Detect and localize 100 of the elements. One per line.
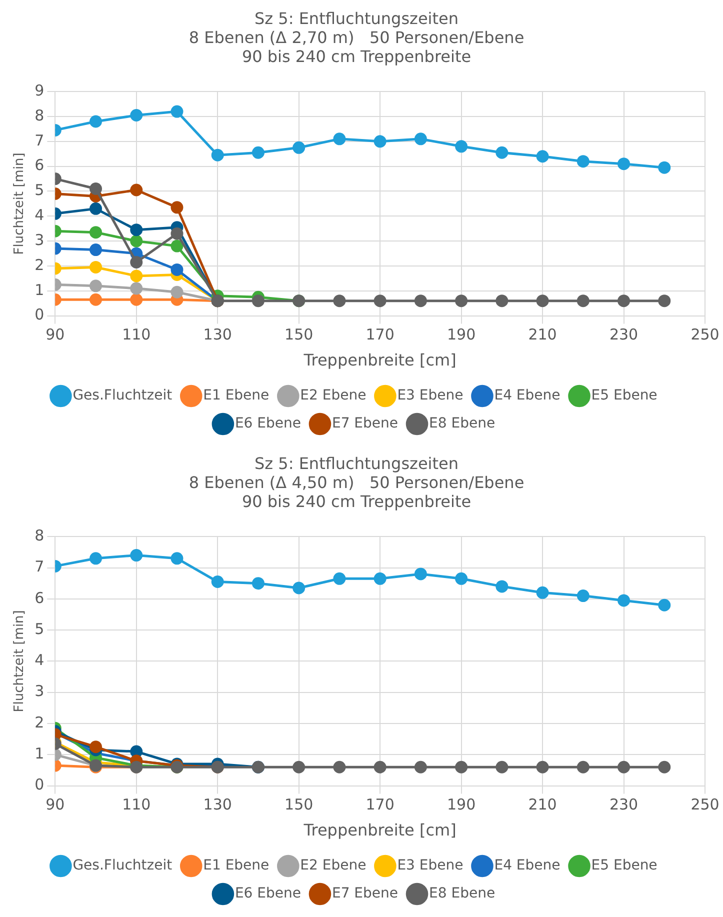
point (130, 234, 143, 248)
x-axis-title: Treppenbreite [cm] (302, 820, 456, 840)
legend-label: E4 Ebene (494, 858, 560, 874)
point (455, 140, 468, 153)
point (170, 286, 184, 298)
x-tick-label: 250 (690, 796, 720, 814)
point (576, 155, 590, 168)
point (130, 256, 143, 268)
x-tick-label: 210 (528, 796, 557, 814)
point (90, 244, 102, 256)
chart-title: Sz 5: Entfluchtungszeiten (254, 454, 458, 473)
y-tick-label: 4 (34, 651, 44, 670)
point (618, 294, 630, 308)
legend-label: E2 Ebene (300, 858, 366, 874)
point (90, 115, 102, 128)
point (536, 586, 549, 599)
point (90, 552, 102, 565)
point (576, 590, 590, 602)
y-tick-label: 6 (34, 156, 44, 174)
point (170, 240, 184, 252)
x-tick-label: 150 (284, 326, 314, 344)
x-tick-label: 90 (46, 796, 65, 814)
point (211, 148, 224, 162)
x-tick-label: 190 (446, 326, 476, 344)
point (130, 109, 143, 122)
legend-label: Ges.Fluchtzeit (72, 388, 173, 404)
point (333, 294, 346, 308)
point (90, 202, 102, 215)
point (496, 294, 508, 308)
point (170, 105, 184, 118)
chart-subtitle: 8 Ebenen (Δ 2,70 m) 50 Personen/Ebene 90 bis 240 cm Treppenbreite (188, 28, 524, 66)
point (658, 598, 671, 612)
x-tick-label: 230 (609, 326, 638, 344)
y-tick-label: 8 (34, 526, 44, 544)
legend-label: E7 Ebene (332, 886, 398, 902)
legend-label: E5 Ebene (591, 388, 658, 404)
y-tick-label: 1 (34, 744, 44, 763)
point (170, 552, 184, 565)
point (536, 150, 549, 163)
point (333, 760, 346, 774)
x-tick-label: 150 (284, 796, 314, 814)
point (170, 201, 184, 214)
legend-label: E1 Ebene (203, 388, 270, 404)
point (130, 224, 143, 236)
chart-subtitle: 8 Ebenen (Δ 4,50 m) 50 Personen/Ebene 90 bis 240 cm Treppenbreite (188, 472, 524, 512)
point (414, 568, 427, 580)
y-tick-label: 0 (34, 306, 44, 324)
point (455, 760, 468, 774)
legend-label: E3 Ebene (397, 388, 464, 404)
point (130, 184, 143, 196)
chart-title: Sz 5: Entfluchtungszeiten (254, 8, 458, 28)
point (414, 294, 427, 308)
legend-label: E7 Ebene (332, 416, 398, 432)
y-axis-title: Fluchtzeit [min] (12, 610, 28, 712)
point (374, 572, 386, 585)
x-tick-label: 130 (203, 326, 232, 344)
point (130, 549, 143, 562)
legend-label: E2 Ebene (300, 388, 366, 404)
point (496, 580, 508, 593)
point (618, 158, 630, 170)
y-tick-label: 5 (34, 620, 44, 638)
x-tick-label: 110 (122, 326, 151, 344)
point (414, 132, 427, 146)
x-tick-label: 230 (609, 796, 638, 814)
x-axis-title: Treppenbreite [cm] (302, 350, 456, 370)
legend-label: E6 Ebene (234, 416, 301, 432)
x-tick-label: 90 (46, 326, 65, 344)
y-tick-label: 4 (34, 206, 44, 224)
point (130, 293, 143, 306)
point (170, 263, 184, 276)
point (90, 260, 102, 274)
point (374, 760, 386, 774)
point (496, 146, 508, 159)
point (292, 141, 306, 154)
point (130, 282, 143, 295)
point (90, 740, 102, 754)
point (333, 132, 346, 146)
y-tick-label: 2 (34, 713, 44, 732)
point (252, 577, 264, 590)
y-tick-label: 7 (34, 131, 44, 150)
point (252, 146, 264, 159)
y-tick-label: 3 (34, 682, 44, 700)
x-tick-label: 190 (446, 796, 476, 814)
y-tick-label: 8 (34, 106, 44, 124)
legend-label: E5 Ebene (591, 858, 658, 874)
legend-label: E8 Ebene (429, 416, 496, 432)
legend-label: E4 Ebene (494, 388, 560, 404)
x-tick-label: 130 (203, 796, 232, 814)
y-tick-label: 9 (34, 81, 44, 100)
point (658, 161, 671, 174)
legend-label: E3 Ebene (397, 858, 464, 874)
point (90, 293, 102, 306)
point (333, 572, 346, 585)
point (496, 760, 508, 774)
y-axis-title: Fluchtzeit [min] (12, 152, 28, 255)
y-tick-label: 7 (34, 558, 44, 576)
y-tick-label: 0 (34, 776, 44, 794)
point (618, 760, 630, 774)
point (536, 294, 549, 308)
point (455, 294, 468, 308)
